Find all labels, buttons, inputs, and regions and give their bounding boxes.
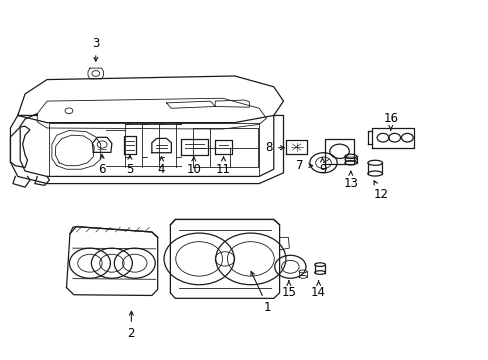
Text: 1: 1 — [250, 271, 271, 314]
Text: 14: 14 — [310, 281, 325, 300]
Text: 16: 16 — [383, 112, 397, 130]
Text: 4: 4 — [158, 157, 165, 176]
Text: 2: 2 — [127, 311, 135, 340]
Text: 13: 13 — [343, 171, 358, 190]
Text: 11: 11 — [216, 157, 230, 176]
Text: 9: 9 — [318, 158, 325, 176]
Text: 5: 5 — [126, 155, 133, 176]
Text: 10: 10 — [186, 157, 201, 176]
Text: 3: 3 — [92, 37, 99, 61]
Text: 15: 15 — [281, 281, 296, 300]
Text: 12: 12 — [373, 181, 388, 201]
Text: 8: 8 — [265, 141, 284, 154]
Text: 6: 6 — [98, 154, 105, 176]
Text: 7: 7 — [296, 159, 312, 172]
